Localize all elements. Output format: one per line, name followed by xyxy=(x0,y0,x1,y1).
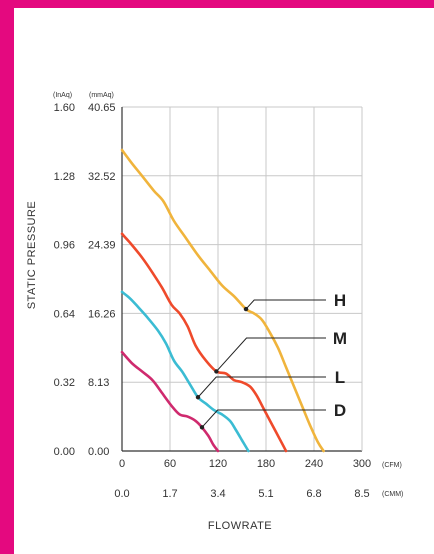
x-tick-cfm: 0 xyxy=(119,458,125,470)
callout-leader-m xyxy=(216,337,326,372)
curve-d xyxy=(120,350,220,453)
frame-top-border xyxy=(0,0,434,8)
y-units-right: (mmAq) xyxy=(89,92,114,99)
x-units-primary: (CFM) xyxy=(382,462,402,469)
curve-l xyxy=(120,290,250,453)
x-tick-cmm: 3.4 xyxy=(210,488,225,500)
y-tick-inaq: 1.28 xyxy=(54,171,75,183)
y-tick-inaq: 0.64 xyxy=(54,308,75,320)
chart-grid xyxy=(121,106,363,452)
curve-h xyxy=(120,148,325,453)
callout-leader-d xyxy=(201,409,326,428)
x-tick-cmm: 1.7 xyxy=(162,488,177,500)
callout-label-h: H xyxy=(334,291,346,310)
x-tick-cfm: 300 xyxy=(353,458,371,470)
curve-m xyxy=(120,232,288,453)
chart-curves xyxy=(120,148,325,453)
y-tick-inaq: 1.60 xyxy=(54,102,75,114)
y-tick-mmaq: 32.52 xyxy=(88,171,116,183)
y-tick-mmaq: 8.13 xyxy=(88,377,109,389)
x-tick-cfm: 240 xyxy=(305,458,323,470)
y-tick-mmaq: 16.26 xyxy=(88,308,116,320)
y-axis-title: STATIC PRESSURE xyxy=(26,201,38,310)
y-units-left: (InAq) xyxy=(53,92,72,99)
x-tick-cmm: 6.8 xyxy=(306,488,321,500)
x-tick-cmm: 5.1 xyxy=(258,488,273,500)
y-tick-inaq: 0.96 xyxy=(54,240,75,252)
x-tick-cmm: 8.5 xyxy=(354,488,369,500)
x-tick-cmm: 0.0 xyxy=(114,488,129,500)
x-tick-cfm: 60 xyxy=(164,458,176,470)
frame-left-border xyxy=(0,0,14,554)
y-tick-mmaq: 0.00 xyxy=(88,446,109,458)
callout-leader-h xyxy=(245,299,326,310)
x-units-secondary: (CMM) xyxy=(382,491,403,498)
chart-labels: (InAq) (mmAq) (CFM) (CMM) STATIC PRESSUR… xyxy=(26,92,403,532)
y-tick-inaq: 0.32 xyxy=(54,377,75,389)
x-tick-cfm: 120 xyxy=(209,458,227,470)
x-tick-cfm: 180 xyxy=(257,458,275,470)
callout-label-l: L xyxy=(335,368,345,387)
y-tick-mmaq: 24.39 xyxy=(88,240,116,252)
callout-leader-l xyxy=(197,376,326,398)
callout-label-m: M xyxy=(333,329,347,348)
y-tick-inaq: 0.00 xyxy=(54,446,75,458)
x-axis-title: FLOWRATE xyxy=(208,520,272,532)
y-tick-mmaq: 40.65 xyxy=(88,102,116,114)
callout-label-d: D xyxy=(334,401,346,420)
chart-callouts: HM LD xyxy=(195,291,347,430)
